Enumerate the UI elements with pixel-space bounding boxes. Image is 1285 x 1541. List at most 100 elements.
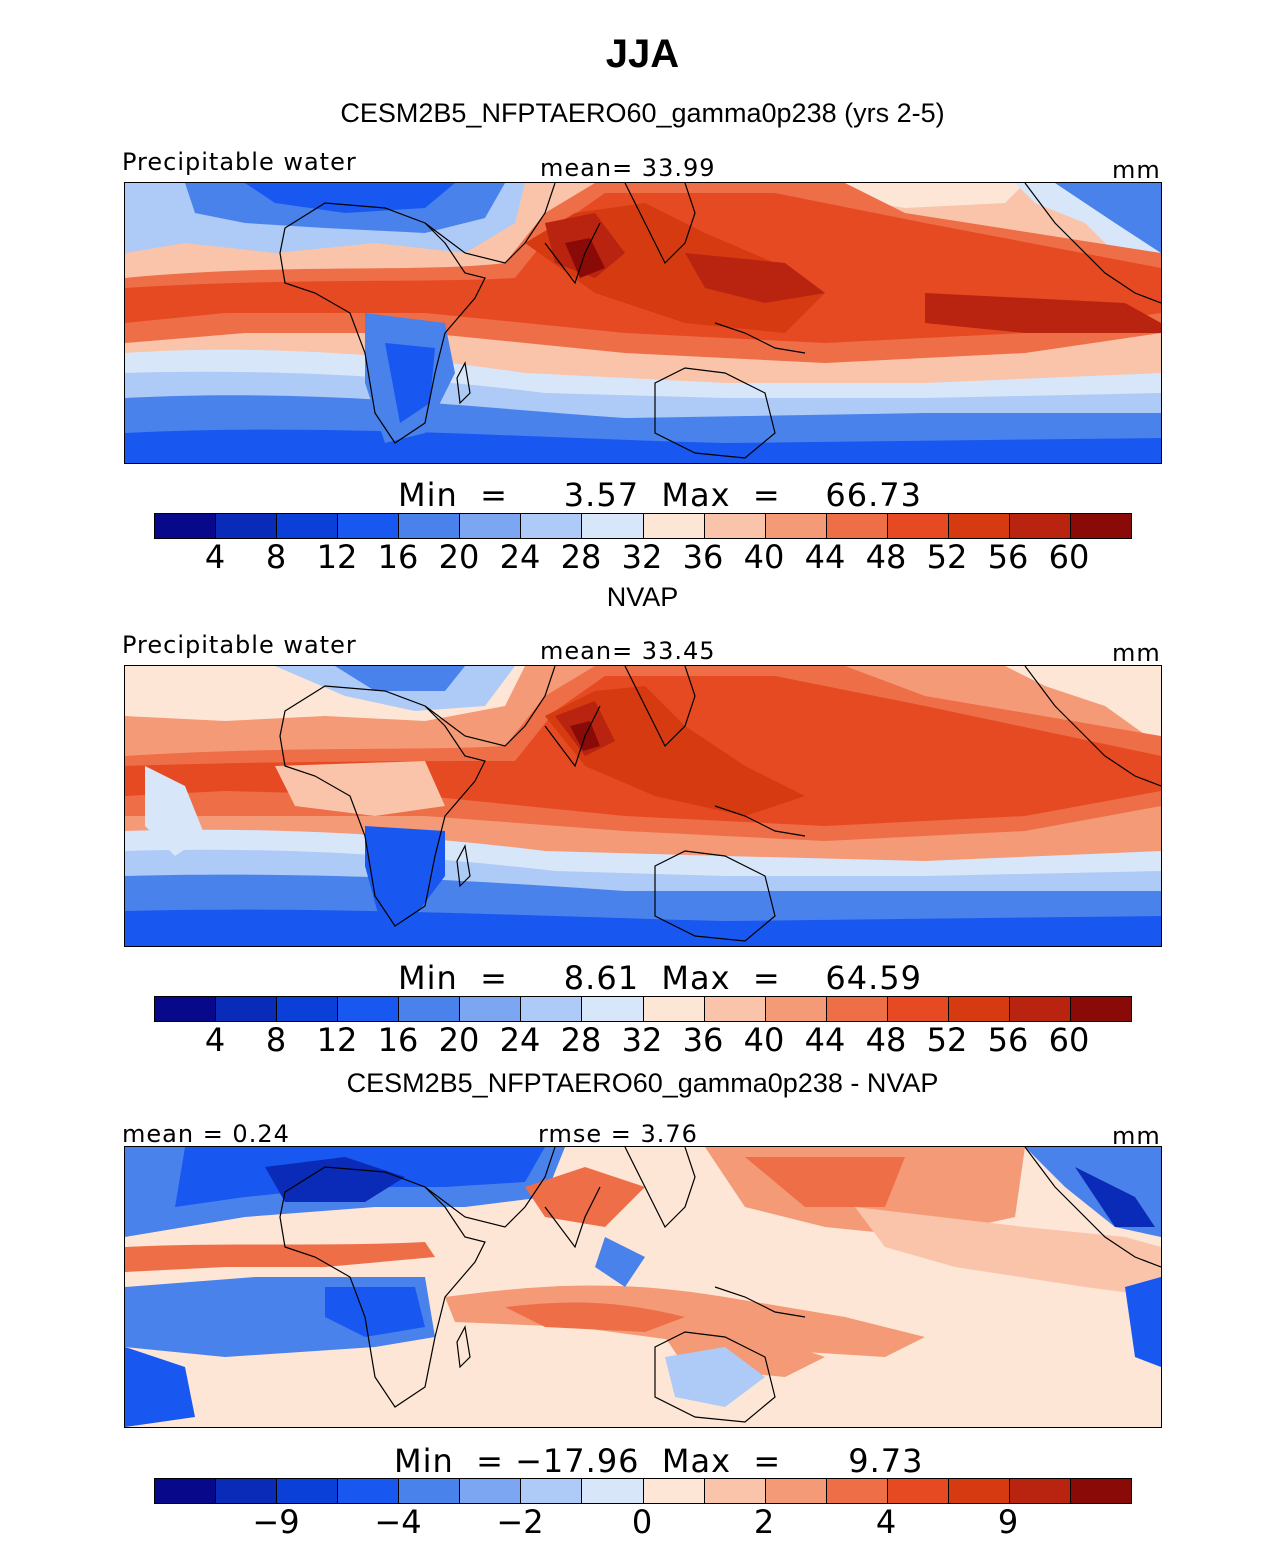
tick-label: 4 xyxy=(204,538,226,576)
tick-label: 60 xyxy=(1048,1021,1090,1059)
tick-label: 24 xyxy=(499,538,541,576)
colorbar-segment xyxy=(826,997,888,1021)
colorbar-segment xyxy=(643,997,705,1021)
colorbar-ticks: −9 −4 −2 0 2 4 9 xyxy=(154,1503,1130,1541)
tick-label: 28 xyxy=(560,538,602,576)
panel-mean-label: mean= 33.99 xyxy=(540,154,716,182)
colorbar-segment xyxy=(521,1479,583,1503)
tick-label: 36 xyxy=(682,538,724,576)
colorbar-segment xyxy=(765,997,827,1021)
colorbar-segment xyxy=(704,514,766,538)
colorbar-segment xyxy=(460,1479,522,1503)
colorbar-segment xyxy=(155,1479,217,1503)
colorbar-segment xyxy=(399,997,461,1021)
tick-label: 52 xyxy=(926,1021,968,1059)
tick-label: 16 xyxy=(377,1021,419,1059)
colorbar-segment xyxy=(521,514,583,538)
colorbar-segment xyxy=(155,514,217,538)
panel-left-label: Precipitable water xyxy=(122,148,357,176)
colorbar-segment xyxy=(1070,997,1131,1021)
tick-label: 20 xyxy=(438,1021,480,1059)
tick-label: 48 xyxy=(865,538,907,576)
tick-label: 12 xyxy=(316,538,358,576)
colorbar-segment xyxy=(582,1479,644,1503)
colorbar-segment xyxy=(216,514,278,538)
colorbar-segment xyxy=(887,997,949,1021)
colorbar-segment xyxy=(338,997,400,1021)
panel-mean-label: mean= 33.45 xyxy=(540,637,716,665)
colorbar-segment xyxy=(887,1479,949,1503)
tick-label: 20 xyxy=(438,538,480,576)
tick-label: 32 xyxy=(621,1021,663,1059)
colorbar-segment xyxy=(277,514,339,538)
colorbar-segment xyxy=(155,997,217,1021)
colorbar-segment xyxy=(643,514,705,538)
tick-label: 56 xyxy=(987,1021,1029,1059)
panel-title-diff: CESM2B5_NFPTAERO60_gamma0p238 - NVAP xyxy=(346,1068,939,1098)
figure-title: JJA xyxy=(605,32,680,76)
colorbar-segment xyxy=(399,1479,461,1503)
colorbar-segment xyxy=(1009,514,1071,538)
panel-rmse-label: rmse = 3.76 xyxy=(538,1120,698,1148)
colorbar-segment xyxy=(460,997,522,1021)
minmax-label: Min = 8.61 Max = 64.59 xyxy=(398,959,922,997)
colorbar-segment xyxy=(1070,1479,1131,1503)
tick-label: 40 xyxy=(743,538,785,576)
panel-units-label: mm xyxy=(1112,156,1161,184)
tick-label: 56 xyxy=(987,538,1029,576)
colorbar-segment xyxy=(338,514,400,538)
panel-title-obs: NVAP xyxy=(606,582,679,612)
tick-label: 28 xyxy=(560,1021,602,1059)
tick-label: 36 xyxy=(682,1021,724,1059)
colorbar-segment xyxy=(765,1479,827,1503)
colorbar-segment xyxy=(460,514,522,538)
panel-left-label: Precipitable water xyxy=(122,631,357,659)
minmax-label: Min = 3.57 Max = 66.73 xyxy=(398,476,922,514)
colorbar xyxy=(154,1478,1132,1504)
tick-label: −9 xyxy=(252,1503,300,1541)
map-model xyxy=(124,182,1162,464)
tick-label: 12 xyxy=(316,1021,358,1059)
tick-label: 44 xyxy=(804,538,846,576)
colorbar-segment xyxy=(765,514,827,538)
colorbar-segment xyxy=(1070,514,1131,538)
tick-label: 9 xyxy=(997,1503,1019,1541)
colorbar xyxy=(154,513,1132,539)
colorbar-segment xyxy=(948,1479,1010,1503)
colorbar-segment xyxy=(277,1479,339,1503)
colorbar-segment xyxy=(216,1479,278,1503)
colorbar-segment xyxy=(704,997,766,1021)
colorbar-segment xyxy=(216,997,278,1021)
minmax-label: Min = −17.96 Max = 9.73 xyxy=(394,1442,924,1480)
colorbar-segment xyxy=(948,997,1010,1021)
colorbar-segment xyxy=(582,997,644,1021)
colorbar-segment xyxy=(643,1479,705,1503)
tick-label: 4 xyxy=(204,1021,226,1059)
map-obs xyxy=(124,665,1162,947)
tick-label: −4 xyxy=(374,1503,422,1541)
tick-label: −2 xyxy=(496,1503,544,1541)
colorbar-ticks: 4 8 12 16 20 24 28 32 36 40 44 48 52 56 60 xyxy=(154,1021,1130,1059)
tick-label: 60 xyxy=(1048,538,1090,576)
colorbar-segment xyxy=(826,1479,888,1503)
tick-label: 8 xyxy=(265,538,287,576)
colorbar-segment xyxy=(826,514,888,538)
tick-label: 40 xyxy=(743,1021,785,1059)
tick-label: 24 xyxy=(499,1021,541,1059)
colorbar-segment xyxy=(704,1479,766,1503)
tick-label: 52 xyxy=(926,538,968,576)
colorbar-segment xyxy=(277,997,339,1021)
tick-label: 16 xyxy=(377,538,419,576)
colorbar-segment xyxy=(1009,997,1071,1021)
tick-label: 32 xyxy=(621,538,663,576)
colorbar-segment xyxy=(1009,1479,1071,1503)
panel-units-label: mm xyxy=(1112,1122,1161,1150)
panel-title-model: CESM2B5_NFPTAERO60_gamma0p238 (yrs 2-5) xyxy=(340,98,945,128)
colorbar xyxy=(154,996,1132,1022)
map-diff xyxy=(124,1146,1162,1428)
panel-units-label: mm xyxy=(1112,639,1161,667)
tick-label: 2 xyxy=(753,1503,775,1541)
tick-label: 4 xyxy=(875,1503,897,1541)
panel-mean-label: mean = 0.24 xyxy=(122,1120,290,1148)
tick-label: 0 xyxy=(631,1503,653,1541)
